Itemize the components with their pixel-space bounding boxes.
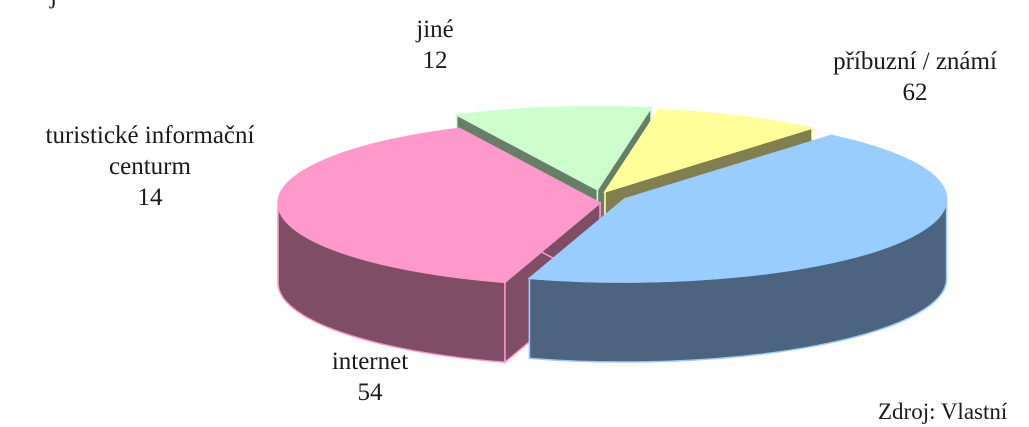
cropped-top-text: j	[50, 0, 57, 11]
pie-chart	[277, 105, 948, 364]
label-jine-value: 12	[422, 47, 448, 74]
label-pribuzni-znami-name: příbuzní / známí	[833, 48, 997, 75]
pie-slice-top-pribuzni-znami	[527, 134, 948, 283]
source-note: Zdroj: Vlastní	[878, 399, 1008, 424]
label-internet: internet 54	[255, 346, 485, 408]
pie-slice-top-jine	[603, 109, 815, 194]
label-jine-name: jiné	[416, 16, 454, 43]
pie-slice-top-internet	[277, 127, 602, 284]
label-turisticke-value: 14	[137, 184, 163, 211]
label-internet-name: internet	[331, 348, 409, 375]
label-jine: jiné 12	[360, 14, 510, 76]
label-turisticke-line2: centurm	[109, 153, 191, 180]
pie-slice-top-turisticke-centrum	[454, 105, 653, 191]
label-pribuzni-znami-value: 62	[902, 79, 928, 106]
label-turisticke-centrum: turistické informační centurm 14	[10, 120, 290, 213]
label-pribuzni-znami: příbuzní / známí 62	[800, 46, 1029, 108]
pie-slice-pribuzni-znami	[527, 134, 948, 363]
label-internet-value: 54	[357, 379, 383, 406]
label-turisticke-line1: turistické informační	[45, 122, 255, 149]
